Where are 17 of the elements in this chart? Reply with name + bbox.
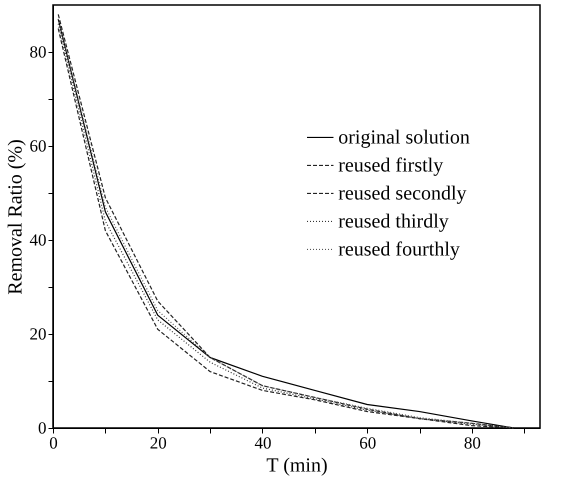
x-tick-label: 20 (150, 434, 167, 452)
y-axis-title: Removal Ratio (%) (4, 139, 26, 295)
x-tick-label: 40 (254, 434, 272, 452)
legend-label: original solution (338, 126, 470, 148)
y-tick-label: 0 (38, 418, 46, 438)
y-tick-label: 40 (30, 230, 46, 250)
legend-label: reused secondly (338, 182, 467, 204)
x-tick-label: 60 (359, 434, 376, 452)
y-tick-label: 60 (30, 136, 46, 156)
x-tick-label: 80 (464, 434, 481, 452)
x-tick-label: 0 (49, 434, 58, 452)
y-tick-label: 80 (30, 42, 46, 62)
x-axis-title: T (min) (266, 454, 328, 476)
legend-label: reused firstly (338, 154, 444, 176)
legend-label: reused thirdly (338, 210, 449, 232)
y-tick-label: 20 (30, 324, 46, 344)
legend-label: reused fourthly (338, 238, 460, 260)
